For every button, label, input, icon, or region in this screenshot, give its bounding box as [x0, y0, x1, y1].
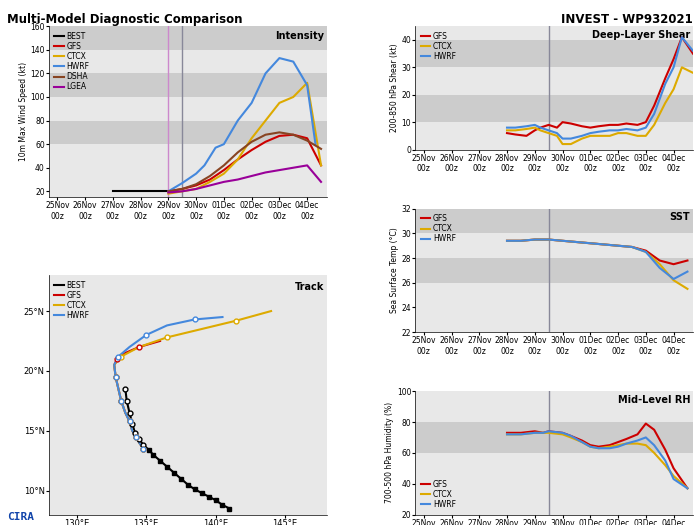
Text: CIRA: CIRA [7, 512, 34, 522]
Legend: BEST, GFS, CTCX, HWRF, DSHA, LGEA: BEST, GFS, CTCX, HWRF, DSHA, LGEA [52, 30, 91, 93]
Y-axis label: 700-500 hPa Humidity (%): 700-500 hPa Humidity (%) [385, 402, 394, 503]
Bar [415, 94, 693, 122]
Bar [415, 209, 693, 234]
Bar [49, 121, 327, 144]
Y-axis label: 10m Max Wind Speed (kt): 10m Max Wind Speed (kt) [19, 62, 27, 161]
Bar [415, 422, 693, 453]
Legend: BEST, GFS, CTCX, HWRF: BEST, GFS, CTCX, HWRF [52, 279, 91, 321]
Bar [49, 74, 327, 97]
Text: SST: SST [670, 213, 690, 223]
Y-axis label: 200-850 hPa Shear (kt): 200-850 hPa Shear (kt) [390, 44, 399, 132]
Text: Multi-Model Diagnostic Comparison: Multi-Model Diagnostic Comparison [7, 13, 242, 26]
Text: Deep-Layer Shear: Deep-Layer Shear [592, 30, 690, 40]
Legend: GFS, CTCX, HWRF: GFS, CTCX, HWRF [419, 478, 458, 511]
Text: Track: Track [295, 282, 324, 292]
Y-axis label: Sea Surface Temp (°C): Sea Surface Temp (°C) [390, 227, 399, 313]
Bar [415, 258, 693, 282]
Bar [49, 26, 327, 50]
Legend: GFS, CTCX, HWRF: GFS, CTCX, HWRF [419, 213, 458, 245]
Text: Intensity: Intensity [275, 32, 324, 41]
Bar [415, 40, 693, 67]
Text: INVEST - WP932021: INVEST - WP932021 [561, 13, 693, 26]
Text: Mid-Level RH: Mid-Level RH [617, 395, 690, 405]
Legend: GFS, CTCX, HWRF: GFS, CTCX, HWRF [419, 30, 458, 62]
